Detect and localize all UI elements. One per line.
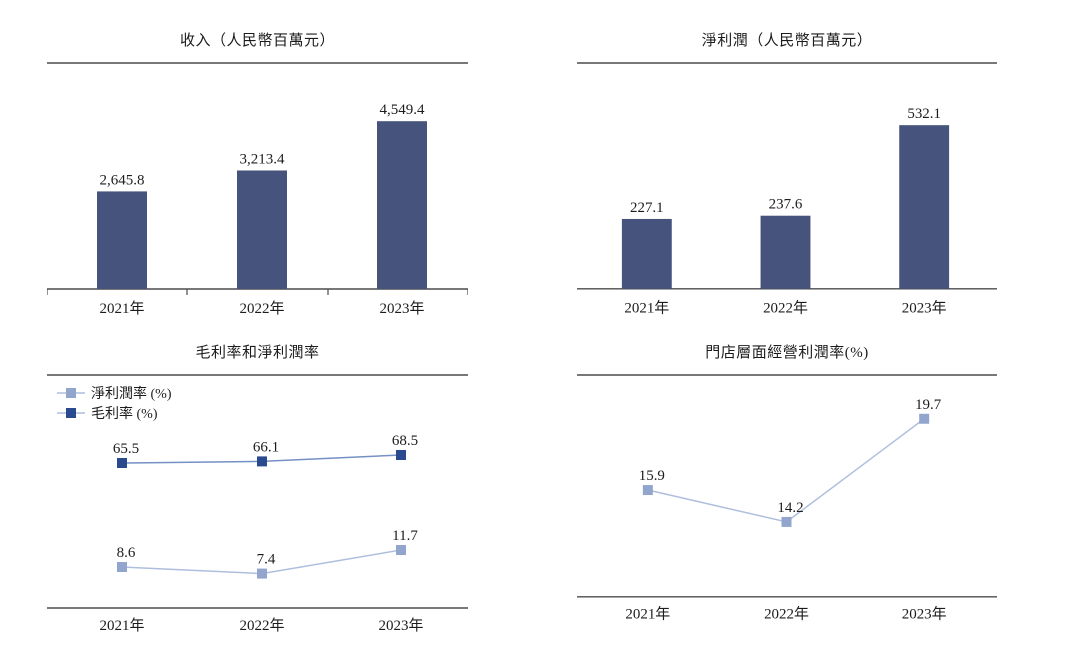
data-point-marker (781, 516, 792, 527)
net-profit-bar-chart: 2021年 2022年 2023年 227.1 237.6 532.1 (577, 106, 997, 317)
store-margin-line-chart: 2021年 2022年 2023年 15.9 14.2 19.7 (577, 397, 997, 623)
bar-value-label: 532.1 (907, 106, 941, 122)
bar (621, 218, 672, 289)
legend-marker (66, 388, 76, 398)
point-value-label: 7.4 (257, 552, 276, 568)
bar (377, 121, 427, 289)
data-point-marker (396, 545, 406, 556)
bar-value-label: 4,549.4 (380, 102, 426, 118)
store-margin-chart-title: 門店層面經營利潤率(%) (705, 345, 869, 361)
data-point-marker (919, 413, 930, 424)
category-label: 2021年 (625, 606, 670, 623)
bar-value-label: 3,213.4 (240, 151, 286, 167)
net-profit-title-underline (577, 62, 997, 64)
point-value-label: 68.5 (392, 433, 418, 449)
panel-margins: 毛利率和淨利潤率 2021年 2022年 2023年 8.6 7.4 11.7 65.5 66… (47, 342, 468, 638)
category-label: 2023年 (379, 300, 424, 317)
point-value-label: 66.1 (253, 439, 279, 455)
net-profit-chart-title: 淨利潤（人民幣百萬元） (701, 33, 873, 49)
panel-net-profit: 淨利潤（人民幣百萬元） 2021年 2022年 2023年 227.1 237.6 532… (577, 30, 997, 326)
bar (97, 191, 147, 289)
category-label: 2021年 (99, 617, 144, 634)
legend-label: 毛利率 (%) (91, 405, 158, 422)
category-label: 2022年 (763, 300, 808, 317)
data-point-marker (117, 562, 127, 572)
bar-value-label: 237.6 (769, 197, 803, 213)
category-label: 2023年 (378, 617, 423, 634)
category-label: 2021年 (624, 300, 669, 317)
bar (899, 125, 950, 289)
bar (237, 170, 287, 289)
data-point-marker (257, 568, 267, 579)
data-point-marker (257, 456, 267, 467)
data-point-marker (396, 449, 406, 460)
margins-line-chart: 2021年 2022年 2023年 8.6 7.4 11.7 65.5 66.1 68.5 淨利潤… (47, 385, 468, 634)
data-point-marker (642, 485, 653, 496)
category-label: 2022年 (764, 606, 809, 623)
category-label: 2023年 (902, 300, 947, 317)
point-value-label: 65.5 (113, 441, 139, 457)
panel-store-margin: 門店層面經營利潤率(%) 2021年 2022年 2023年 15.9 14.2 19.7 (577, 342, 997, 638)
category-label: 2022年 (239, 617, 284, 634)
legend-label: 淨利潤率 (%) (91, 385, 172, 402)
point-value-label: 15.9 (639, 468, 665, 484)
margins-chart-title: 毛利率和淨利潤率 (195, 345, 320, 361)
margins-title-underline (47, 374, 468, 376)
data-point-marker (117, 458, 127, 468)
legend-marker (66, 408, 76, 418)
category-label: 2023年 (902, 606, 947, 623)
bar (760, 215, 811, 289)
point-value-label: 14.2 (777, 500, 803, 516)
point-value-label: 19.7 (915, 397, 942, 413)
bar-value-label: 227.1 (630, 200, 664, 216)
point-value-label: 11.7 (392, 528, 418, 544)
point-value-label: 8.6 (117, 545, 136, 561)
revenue-title-underline (47, 62, 468, 64)
panel-revenue: 收入（人民幣百萬元） 2021年 2022年 2023年 2,645.8 3,213.4… (47, 30, 468, 326)
category-label: 2022年 (239, 300, 284, 317)
revenue-bar-chart: 2021年 2022年 2023年 2,645.8 3,213.4 4,549.4 (47, 102, 468, 317)
category-label: 2021年 (99, 300, 144, 317)
revenue-chart-title: 收入（人民幣百萬元） (179, 33, 335, 49)
bar-value-label: 2,645.8 (100, 172, 145, 188)
store-margin-title-underline (577, 374, 997, 376)
